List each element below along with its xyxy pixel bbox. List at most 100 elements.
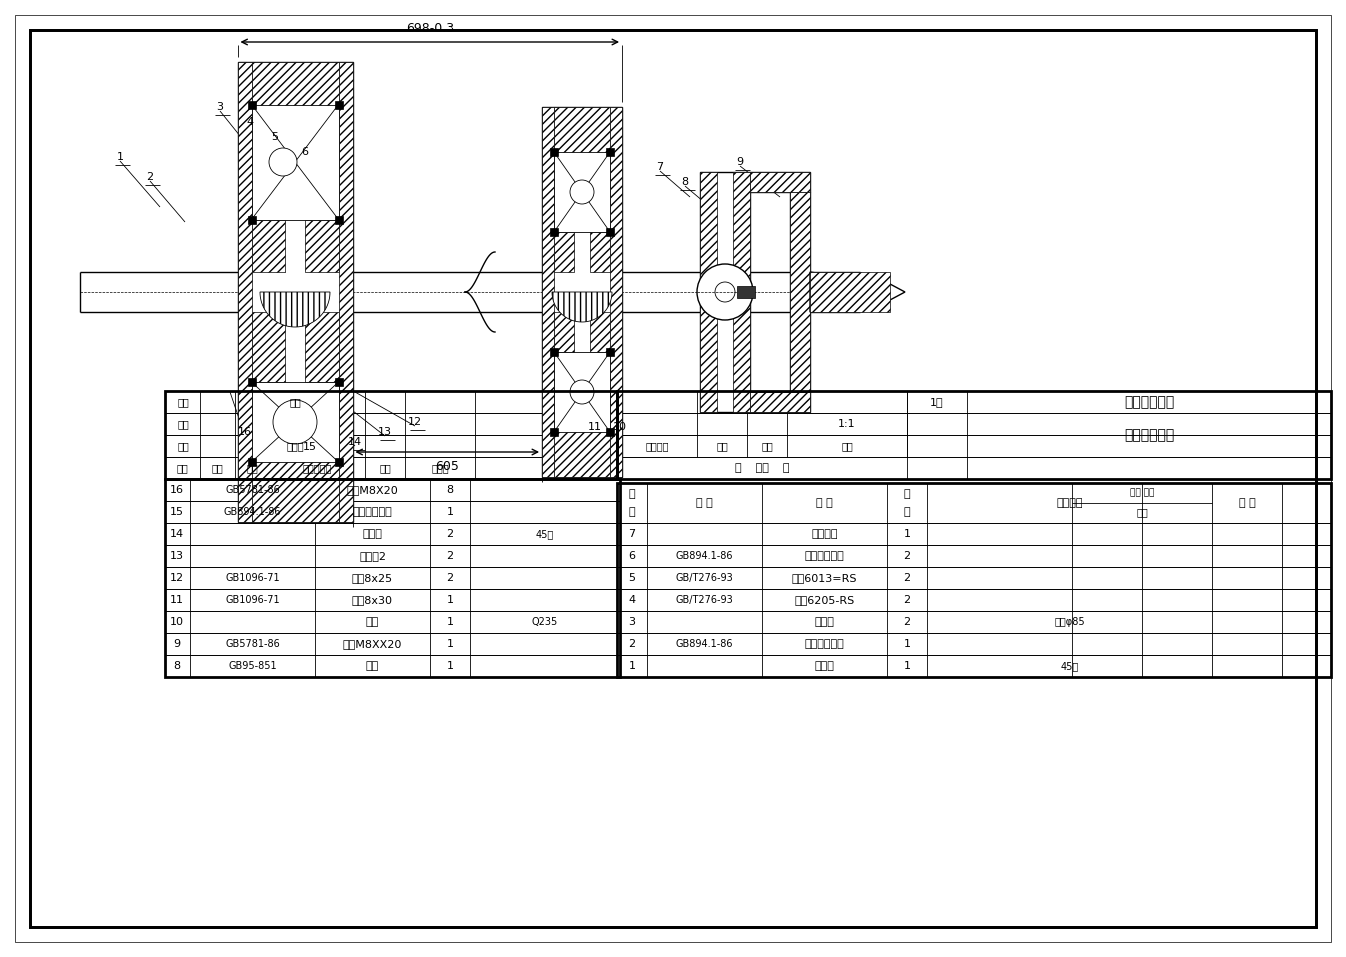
Text: 代 号: 代 号 <box>696 498 713 508</box>
Text: 比例: 比例 <box>841 441 853 451</box>
Text: 振筛轴: 振筛轴 <box>814 661 835 671</box>
Text: GB894.1-86: GB894.1-86 <box>676 551 734 561</box>
Text: 螺栓M8XX20: 螺栓M8XX20 <box>343 639 402 649</box>
Bar <box>252 104 338 219</box>
Text: GB5781-86: GB5781-86 <box>225 485 280 495</box>
Bar <box>542 107 555 477</box>
Bar <box>252 382 338 462</box>
Text: 7: 7 <box>629 529 635 539</box>
Bar <box>555 432 610 477</box>
Bar <box>616 483 1331 677</box>
Text: 4: 4 <box>629 595 635 605</box>
Circle shape <box>569 380 594 404</box>
Bar <box>616 391 1331 479</box>
Circle shape <box>569 180 594 204</box>
Text: 备 注: 备 注 <box>1238 498 1256 508</box>
Bar <box>590 232 610 272</box>
Bar <box>555 352 610 432</box>
Text: 单件 总计: 单件 总计 <box>1129 488 1154 497</box>
Text: GB5781-86: GB5781-86 <box>225 639 280 649</box>
Bar <box>810 272 890 312</box>
Text: 分区: 分区 <box>246 463 258 473</box>
Text: 设计: 设计 <box>178 441 188 451</box>
Bar <box>542 107 622 477</box>
Text: 数量: 数量 <box>716 441 728 451</box>
Text: 年月日: 年月日 <box>431 463 448 473</box>
Bar <box>750 392 810 412</box>
Text: 量: 量 <box>903 507 910 517</box>
Bar <box>252 62 338 104</box>
Text: 7: 7 <box>657 162 664 172</box>
Text: 10: 10 <box>612 422 627 432</box>
Text: 隔套: 隔套 <box>366 617 380 627</box>
Text: 工艺: 工艺 <box>178 397 188 407</box>
Text: 11: 11 <box>170 595 184 605</box>
Text: 签名: 签名 <box>380 463 390 473</box>
Text: 1: 1 <box>447 661 454 671</box>
Text: 圆钉φ85: 圆钉φ85 <box>1054 617 1085 627</box>
Text: 15: 15 <box>170 507 184 517</box>
Text: 1: 1 <box>117 152 124 162</box>
Text: 12: 12 <box>408 417 423 427</box>
Bar <box>750 172 810 192</box>
Text: 轴用弹性挡圈: 轴用弹性挡圈 <box>805 551 844 561</box>
Bar <box>606 428 614 436</box>
Circle shape <box>715 282 735 302</box>
Text: 1: 1 <box>903 639 910 649</box>
Bar <box>335 100 342 108</box>
Text: 16: 16 <box>238 427 252 437</box>
Text: 1: 1 <box>447 639 454 649</box>
Bar <box>738 286 755 298</box>
Text: 1: 1 <box>447 507 454 517</box>
Bar <box>606 148 614 156</box>
Text: 轴用弹性挡圈: 轴用弹性挡圈 <box>805 639 844 649</box>
Bar <box>555 312 573 352</box>
Bar <box>606 228 614 236</box>
Text: 12: 12 <box>170 573 184 583</box>
Polygon shape <box>552 292 612 322</box>
Text: 14: 14 <box>170 529 184 539</box>
Text: 10: 10 <box>170 617 184 627</box>
Bar <box>237 62 353 522</box>
Text: 698-0.3: 698-0.3 <box>405 21 454 34</box>
Text: 偏心块: 偏心块 <box>362 529 382 539</box>
Text: GB894.1-86: GB894.1-86 <box>676 639 734 649</box>
Text: GB/T276-93: GB/T276-93 <box>676 573 734 583</box>
Bar <box>248 458 256 466</box>
Text: 1:1: 1:1 <box>839 419 856 429</box>
Text: 振筛钉轮: 振筛钉轮 <box>812 529 837 539</box>
Text: 共    张第    张: 共 张第 张 <box>735 463 789 473</box>
Text: 2: 2 <box>447 573 454 583</box>
Text: 2: 2 <box>903 573 910 583</box>
Text: 2: 2 <box>903 617 910 627</box>
Text: Q235: Q235 <box>532 617 559 627</box>
Text: 45钉: 45钉 <box>1061 661 1078 671</box>
Bar <box>551 428 559 436</box>
Text: 9: 9 <box>174 639 180 649</box>
Polygon shape <box>810 272 905 312</box>
Text: 1件: 1件 <box>930 397 944 407</box>
Bar <box>248 215 256 224</box>
Text: 数: 数 <box>903 489 910 499</box>
Text: 3: 3 <box>217 102 223 112</box>
Text: 2: 2 <box>447 529 454 539</box>
Text: 8: 8 <box>681 177 689 187</box>
Text: GB1096-71: GB1096-71 <box>225 573 280 583</box>
Text: 重量: 重量 <box>760 441 773 451</box>
Text: 2: 2 <box>903 595 910 605</box>
Text: 平闭8x30: 平闭8x30 <box>353 595 393 605</box>
Text: 名 称: 名 称 <box>816 498 833 508</box>
Text: 1: 1 <box>903 661 910 671</box>
Text: GB/T276-93: GB/T276-93 <box>676 595 734 605</box>
Bar <box>590 312 610 352</box>
Text: 阶段标记: 阶段标记 <box>645 441 669 451</box>
Text: 16: 16 <box>170 485 184 495</box>
Bar <box>252 219 285 272</box>
Text: 15: 15 <box>303 442 318 452</box>
Text: 14: 14 <box>347 437 362 447</box>
Text: 号: 号 <box>629 507 635 517</box>
Bar <box>750 172 810 192</box>
Bar <box>750 392 810 412</box>
Circle shape <box>273 400 318 444</box>
Polygon shape <box>260 292 330 327</box>
